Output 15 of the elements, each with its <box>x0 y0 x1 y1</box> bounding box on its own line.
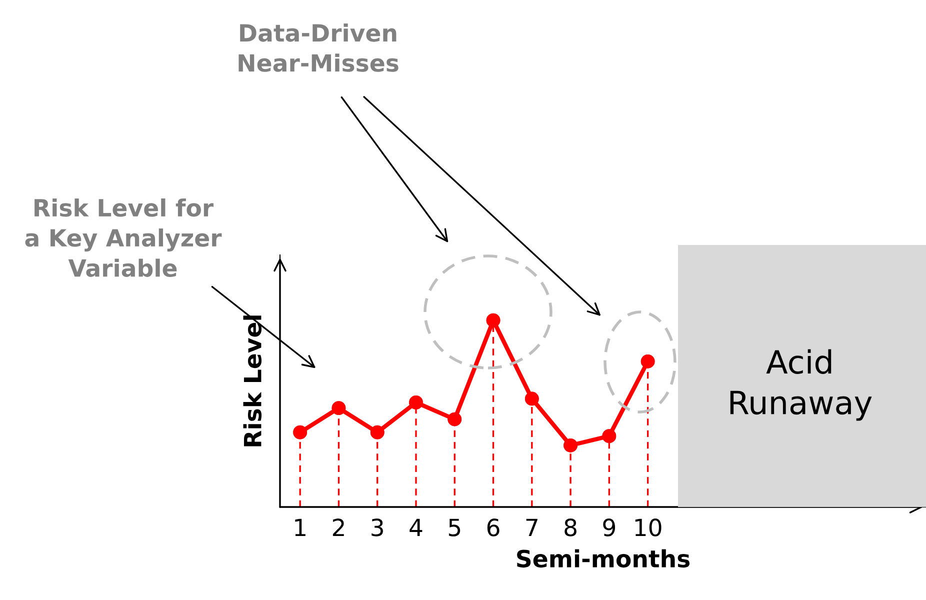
text: Data-Driven Near-Misses <box>238 24 398 72</box>
x-tick-label: 1 <box>295 518 306 536</box>
x-tick-label: 3 <box>372 518 383 536</box>
text: Acid Runaway <box>730 349 872 421</box>
x-tick-label: 5 <box>448 518 460 536</box>
x-tick-label: 10 <box>635 518 662 536</box>
x-tick-label: 2 <box>332 518 344 536</box>
x-tick-label: 8 <box>564 518 576 536</box>
x-axis-title: Semi-months <box>517 549 690 568</box>
x-tick-label: 4 <box>410 518 422 536</box>
x-tick-label: 9 <box>603 518 616 536</box>
y-axis-title: Risk Level <box>243 316 262 446</box>
x-tick-label: 7 <box>526 518 538 536</box>
text: Risk Level for a Key Analyzer Variable <box>25 198 222 277</box>
x-tick-label: 6 <box>487 518 500 536</box>
